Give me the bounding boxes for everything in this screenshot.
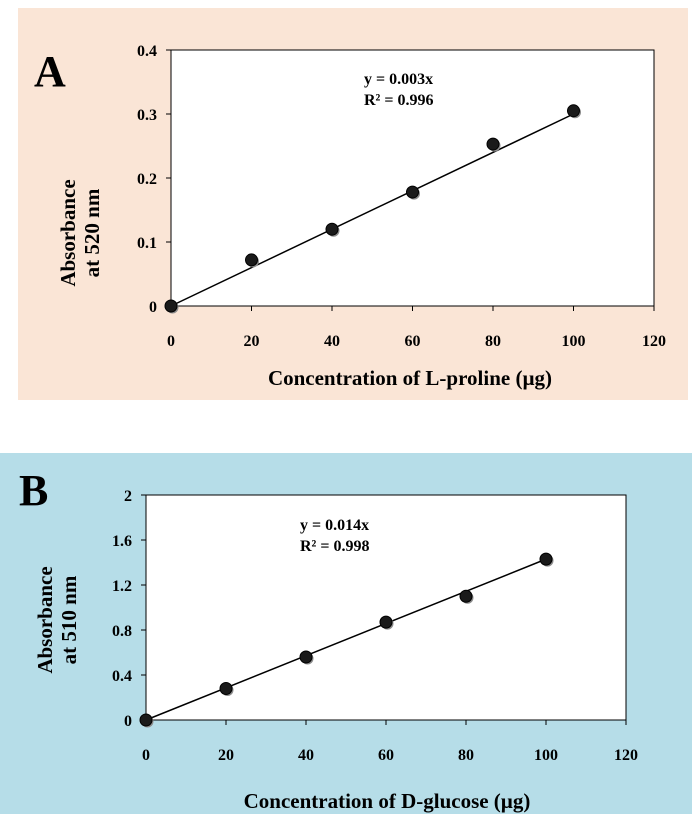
panel-a-data-point	[245, 253, 258, 267]
panel-b-y-tick-label: 1.2	[112, 578, 132, 595]
panel-a-data-point	[406, 185, 419, 199]
panel-b-y-tick-label: 0	[124, 713, 132, 730]
panel-b-data-point	[459, 589, 473, 603]
panel-a-data-point	[486, 137, 500, 151]
panel-a-letter: A	[34, 47, 66, 96]
panel-a-y-tick-label: 0.4	[137, 43, 157, 60]
panel-b-y-axis-title-line: Absorbance	[33, 566, 57, 673]
panel-b-x-tick-label: 0	[142, 747, 150, 764]
panel-b-data-point	[139, 713, 153, 727]
panel-a-y-tick-label: 0.1	[137, 235, 157, 252]
panel-a-y-tick-label: 0.3	[137, 107, 157, 124]
panel-b-x-tick-label: 120	[614, 747, 638, 764]
panel-a-x-axis-title: Concentration of L-proline (µg)	[268, 366, 552, 390]
panel-a-y-tick-label: 0	[149, 299, 157, 316]
panel-a-trendline	[170, 113, 574, 307]
panel-b-data-point	[539, 552, 553, 566]
panel-b-x-tick-label: 20	[218, 747, 234, 764]
panel-a-y-tick-label: 0.2	[137, 171, 157, 188]
panel-b-y-axis-title: Absorbanceat 510 nm	[33, 566, 81, 673]
panel-b-x-tick-label: 80	[458, 747, 474, 764]
panel-b-data-point	[379, 615, 393, 629]
panel-a-y-axis-title-line: at 520 nm	[80, 188, 104, 277]
panel-b-equation: y = 0.014x	[300, 517, 369, 534]
panel-b-x-tick-label: 40	[298, 747, 314, 764]
panel-a-x-tick-label: 40	[324, 333, 340, 350]
panel-a-r-squared: R² = 0.996	[364, 92, 433, 109]
panel-b-data-point	[299, 650, 313, 664]
panel-a-data-point	[567, 104, 580, 118]
panel-a-x-tick-label: 20	[244, 333, 260, 350]
panel-a-y-axis-title-line: Absorbance	[56, 179, 80, 286]
panel-b-trendline	[145, 558, 547, 721]
panel-b-letter: B	[19, 466, 49, 515]
panel-b-y-tick-label: 0.4	[112, 668, 132, 685]
panel-b-x-axis-title: Concentration of D-glucose (µg)	[244, 789, 531, 813]
panel-b-data-point	[219, 682, 233, 695]
panel-a-x-tick-label: 60	[405, 333, 421, 350]
panel-b-x-tick-label: 60	[378, 747, 394, 764]
panel-a-x-tick-label: 100	[562, 333, 586, 350]
panel-a-equation: y = 0.003x	[364, 71, 433, 88]
panel-b-y-axis-title-line: at 510 nm	[57, 575, 81, 664]
panel-b-y-tick-label: 2	[124, 488, 132, 505]
panel-b-r-squared: R² = 0.998	[300, 538, 369, 555]
panel-a-data-point	[164, 299, 178, 313]
panel-b-y-tick-label: 0.8	[112, 623, 132, 640]
panel-a-x-tick-label: 0	[167, 333, 175, 350]
panel-a-x-tick-label: 80	[485, 333, 501, 350]
panel-b-plot-area	[145, 494, 627, 721]
panel-b-y-tick-label: 1.6	[112, 533, 132, 550]
panel-b-x-tick-label: 100	[534, 747, 558, 764]
panel-a-plot-area	[170, 49, 655, 307]
panel-a-y-axis-title: Absorbanceat 520 nm	[56, 179, 104, 286]
panel-a-x-tick-label: 120	[642, 333, 666, 350]
panel-a-data-point	[325, 222, 339, 236]
